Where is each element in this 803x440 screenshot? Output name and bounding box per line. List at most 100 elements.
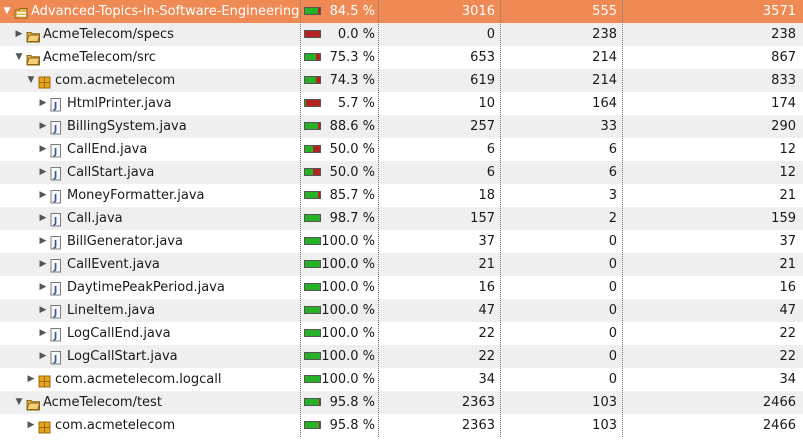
element-cell[interactable]: ▼ Advanced-Topics-in-Software-Engineering — [0, 0, 300, 23]
total-count: 22 — [779, 349, 796, 364]
coverage-bar — [304, 421, 321, 429]
tree-row[interactable]: ▶ com.acmetelecom.logcall 100.0 % 34 0 34 — [0, 368, 803, 391]
covered-count-cell: 22 — [379, 345, 499, 368]
coverage-percent: 88.6 % — [329, 119, 375, 134]
missed-count: 6 — [608, 165, 617, 180]
expand-arrow-collapsed-icon[interactable]: ▶ — [15, 29, 23, 39]
expand-arrow-collapsed-icon[interactable]: ▶ — [39, 259, 47, 269]
element-cell[interactable]: ▶ J BillGenerator.java — [0, 230, 300, 253]
coverage-bar-fill — [305, 238, 320, 244]
tree-row[interactable]: ▶ J MoneyFormatter.java 85.7 % 18 3 21 — [0, 184, 803, 207]
element-name: Advanced-Topics-in-Software-Engineering — [31, 4, 300, 19]
tree-row[interactable]: ▼ AcmeTelecom/test 95.8 % 2363 103 2466 — [0, 391, 803, 414]
tree-row[interactable]: ▶ J DaytimePeakPeriod.java 100.0 % 16 0 16 — [0, 276, 803, 299]
element-name: AcmeTelecom/test — [43, 395, 162, 410]
total-count-cell: 12 — [623, 138, 800, 161]
total-count-cell: 21 — [623, 184, 800, 207]
element-cell[interactable]: ▶ J LineItem.java — [0, 299, 300, 322]
coverage-percent: 100.0 % — [321, 349, 375, 364]
element-name: LogCallEnd.java — [67, 326, 171, 341]
expand-arrow-collapsed-icon[interactable]: ▶ — [39, 328, 47, 338]
expand-arrow-collapsed-icon[interactable]: ▶ — [39, 236, 47, 246]
element-cell[interactable]: ▶ J BillingSystem.java — [0, 115, 300, 138]
java-file-icon: J — [50, 281, 63, 296]
coverage-cell: 100.0 % — [301, 253, 378, 276]
element-cell[interactable]: ▼ com.acmetelecom — [0, 69, 300, 92]
expand-arrow-collapsed-icon[interactable]: ▶ — [39, 144, 47, 154]
tree-row[interactable]: ▶ J BillGenerator.java 100.0 % 37 0 37 — [0, 230, 803, 253]
element-cell[interactable]: ▶ J MoneyFormatter.java — [0, 184, 300, 207]
element-cell[interactable]: ▶ J CallEvent.java — [0, 253, 300, 276]
coverage-bar — [304, 76, 321, 84]
package-icon — [38, 419, 51, 434]
missed-count: 103 — [592, 418, 617, 433]
expand-arrow-collapsed-icon[interactable]: ▶ — [27, 420, 35, 430]
coverage-bar — [304, 7, 321, 15]
element-cell[interactable]: ▶ J CallEnd.java — [0, 138, 300, 161]
element-cell[interactable]: ▼ AcmeTelecom/test — [0, 391, 300, 414]
element-name: Call.java — [67, 211, 123, 226]
expand-arrow-expanded-icon[interactable]: ▼ — [27, 75, 35, 85]
tree-row[interactable]: ▶ J LogCallEnd.java 100.0 % 22 0 22 — [0, 322, 803, 345]
tree-row[interactable]: ▶ com.acmetelecom 95.8 % 2363 103 2466 — [0, 414, 803, 437]
total-count-cell: 22 — [623, 322, 800, 345]
coverage-bar-fill — [305, 100, 306, 106]
element-name: com.acmetelecom.logcall — [55, 372, 222, 387]
tree-row[interactable]: ▶ J BillingSystem.java 88.6 % 257 33 290 — [0, 115, 803, 138]
java-file-icon: J — [50, 143, 63, 158]
total-count: 3571 — [762, 4, 796, 19]
total-count-cell: 290 — [623, 115, 800, 138]
expand-arrow-expanded-icon[interactable]: ▼ — [15, 52, 23, 62]
element-cell[interactable]: ▶ J LogCallStart.java — [0, 345, 300, 368]
element-cell[interactable]: ▶ J LogCallEnd.java — [0, 322, 300, 345]
covered-count-cell: 10 — [379, 92, 499, 115]
element-name: CallEvent.java — [67, 257, 160, 272]
tree-row[interactable]: ▶ J CallEnd.java 50.0 % 6 6 12 — [0, 138, 803, 161]
coverage-percent: 100.0 % — [321, 280, 375, 295]
tree-row[interactable]: ▶ J LineItem.java 100.0 % 47 0 47 — [0, 299, 803, 322]
coverage-cell: 100.0 % — [301, 276, 378, 299]
expand-arrow-collapsed-icon[interactable]: ▶ — [39, 305, 47, 315]
element-cell[interactable]: ▶ AcmeTelecom/specs — [0, 23, 300, 46]
element-cell[interactable]: ▶ com.acmetelecom.logcall — [0, 368, 300, 391]
element-cell[interactable]: ▶ com.acmetelecom — [0, 414, 300, 437]
total-count: 2466 — [762, 418, 796, 433]
svg-text:J: J — [53, 355, 57, 365]
element-cell[interactable]: ▼ AcmeTelecom/src — [0, 46, 300, 69]
expand-arrow-collapsed-icon[interactable]: ▶ — [39, 213, 47, 223]
tree-row[interactable]: ▶ J LogCallStart.java 100.0 % 22 0 22 — [0, 345, 803, 368]
element-cell[interactable]: ▶ J DaytimePeakPeriod.java — [0, 276, 300, 299]
tree-row[interactable]: ▼ AcmeTelecom/src 75.3 % 653 214 867 — [0, 46, 803, 69]
tree-row[interactable]: ▼ Advanced-Topics-in-Software-Engineering… — [0, 0, 803, 23]
tree-row[interactable]: ▶ J HtmlPrinter.java 5.7 % 10 164 174 — [0, 92, 803, 115]
element-cell[interactable]: ▶ J HtmlPrinter.java — [0, 92, 300, 115]
covered-count-cell: 2363 — [379, 414, 499, 437]
element-cell[interactable]: ▶ J CallStart.java — [0, 161, 300, 184]
element-name: HtmlPrinter.java — [67, 96, 172, 111]
expand-arrow-collapsed-icon[interactable]: ▶ — [39, 282, 47, 292]
element-cell[interactable]: ▶ J Call.java — [0, 207, 300, 230]
element-name: LineItem.java — [67, 303, 156, 318]
expand-arrow-collapsed-icon[interactable]: ▶ — [39, 98, 47, 108]
expand-arrow-collapsed-icon[interactable]: ▶ — [27, 374, 35, 384]
expand-arrow-collapsed-icon[interactable]: ▶ — [39, 121, 47, 131]
tree-row[interactable]: ▶ AcmeTelecom/specs 0.0 % 0 238 238 — [0, 23, 803, 46]
expand-arrow-collapsed-icon[interactable]: ▶ — [39, 190, 47, 200]
expand-arrow-expanded-icon[interactable]: ▼ — [3, 6, 11, 16]
expand-arrow-collapsed-icon[interactable]: ▶ — [39, 351, 47, 361]
tree-row[interactable]: ▶ J CallEvent.java 100.0 % 21 0 21 — [0, 253, 803, 276]
expand-arrow-expanded-icon[interactable]: ▼ — [15, 397, 23, 407]
element-name: BillGenerator.java — [67, 234, 183, 249]
coverage-cell: 0.0 % — [301, 23, 378, 46]
element-name: com.acmetelecom — [55, 73, 176, 88]
tree-row[interactable]: ▶ J Call.java 98.7 % 157 2 159 — [0, 207, 803, 230]
coverage-cell: 50.0 % — [301, 161, 378, 184]
svg-text:J: J — [53, 217, 57, 227]
expand-arrow-collapsed-icon[interactable]: ▶ — [39, 167, 47, 177]
tree-row[interactable]: ▼ com.acmetelecom 74.3 % 619 214 833 — [0, 69, 803, 92]
tree-row[interactable]: ▶ J CallStart.java 50.0 % 6 6 12 — [0, 161, 803, 184]
total-count: 22 — [779, 326, 796, 341]
missed-count: 0 — [608, 280, 617, 295]
covered-count-cell: 3016 — [379, 0, 499, 23]
